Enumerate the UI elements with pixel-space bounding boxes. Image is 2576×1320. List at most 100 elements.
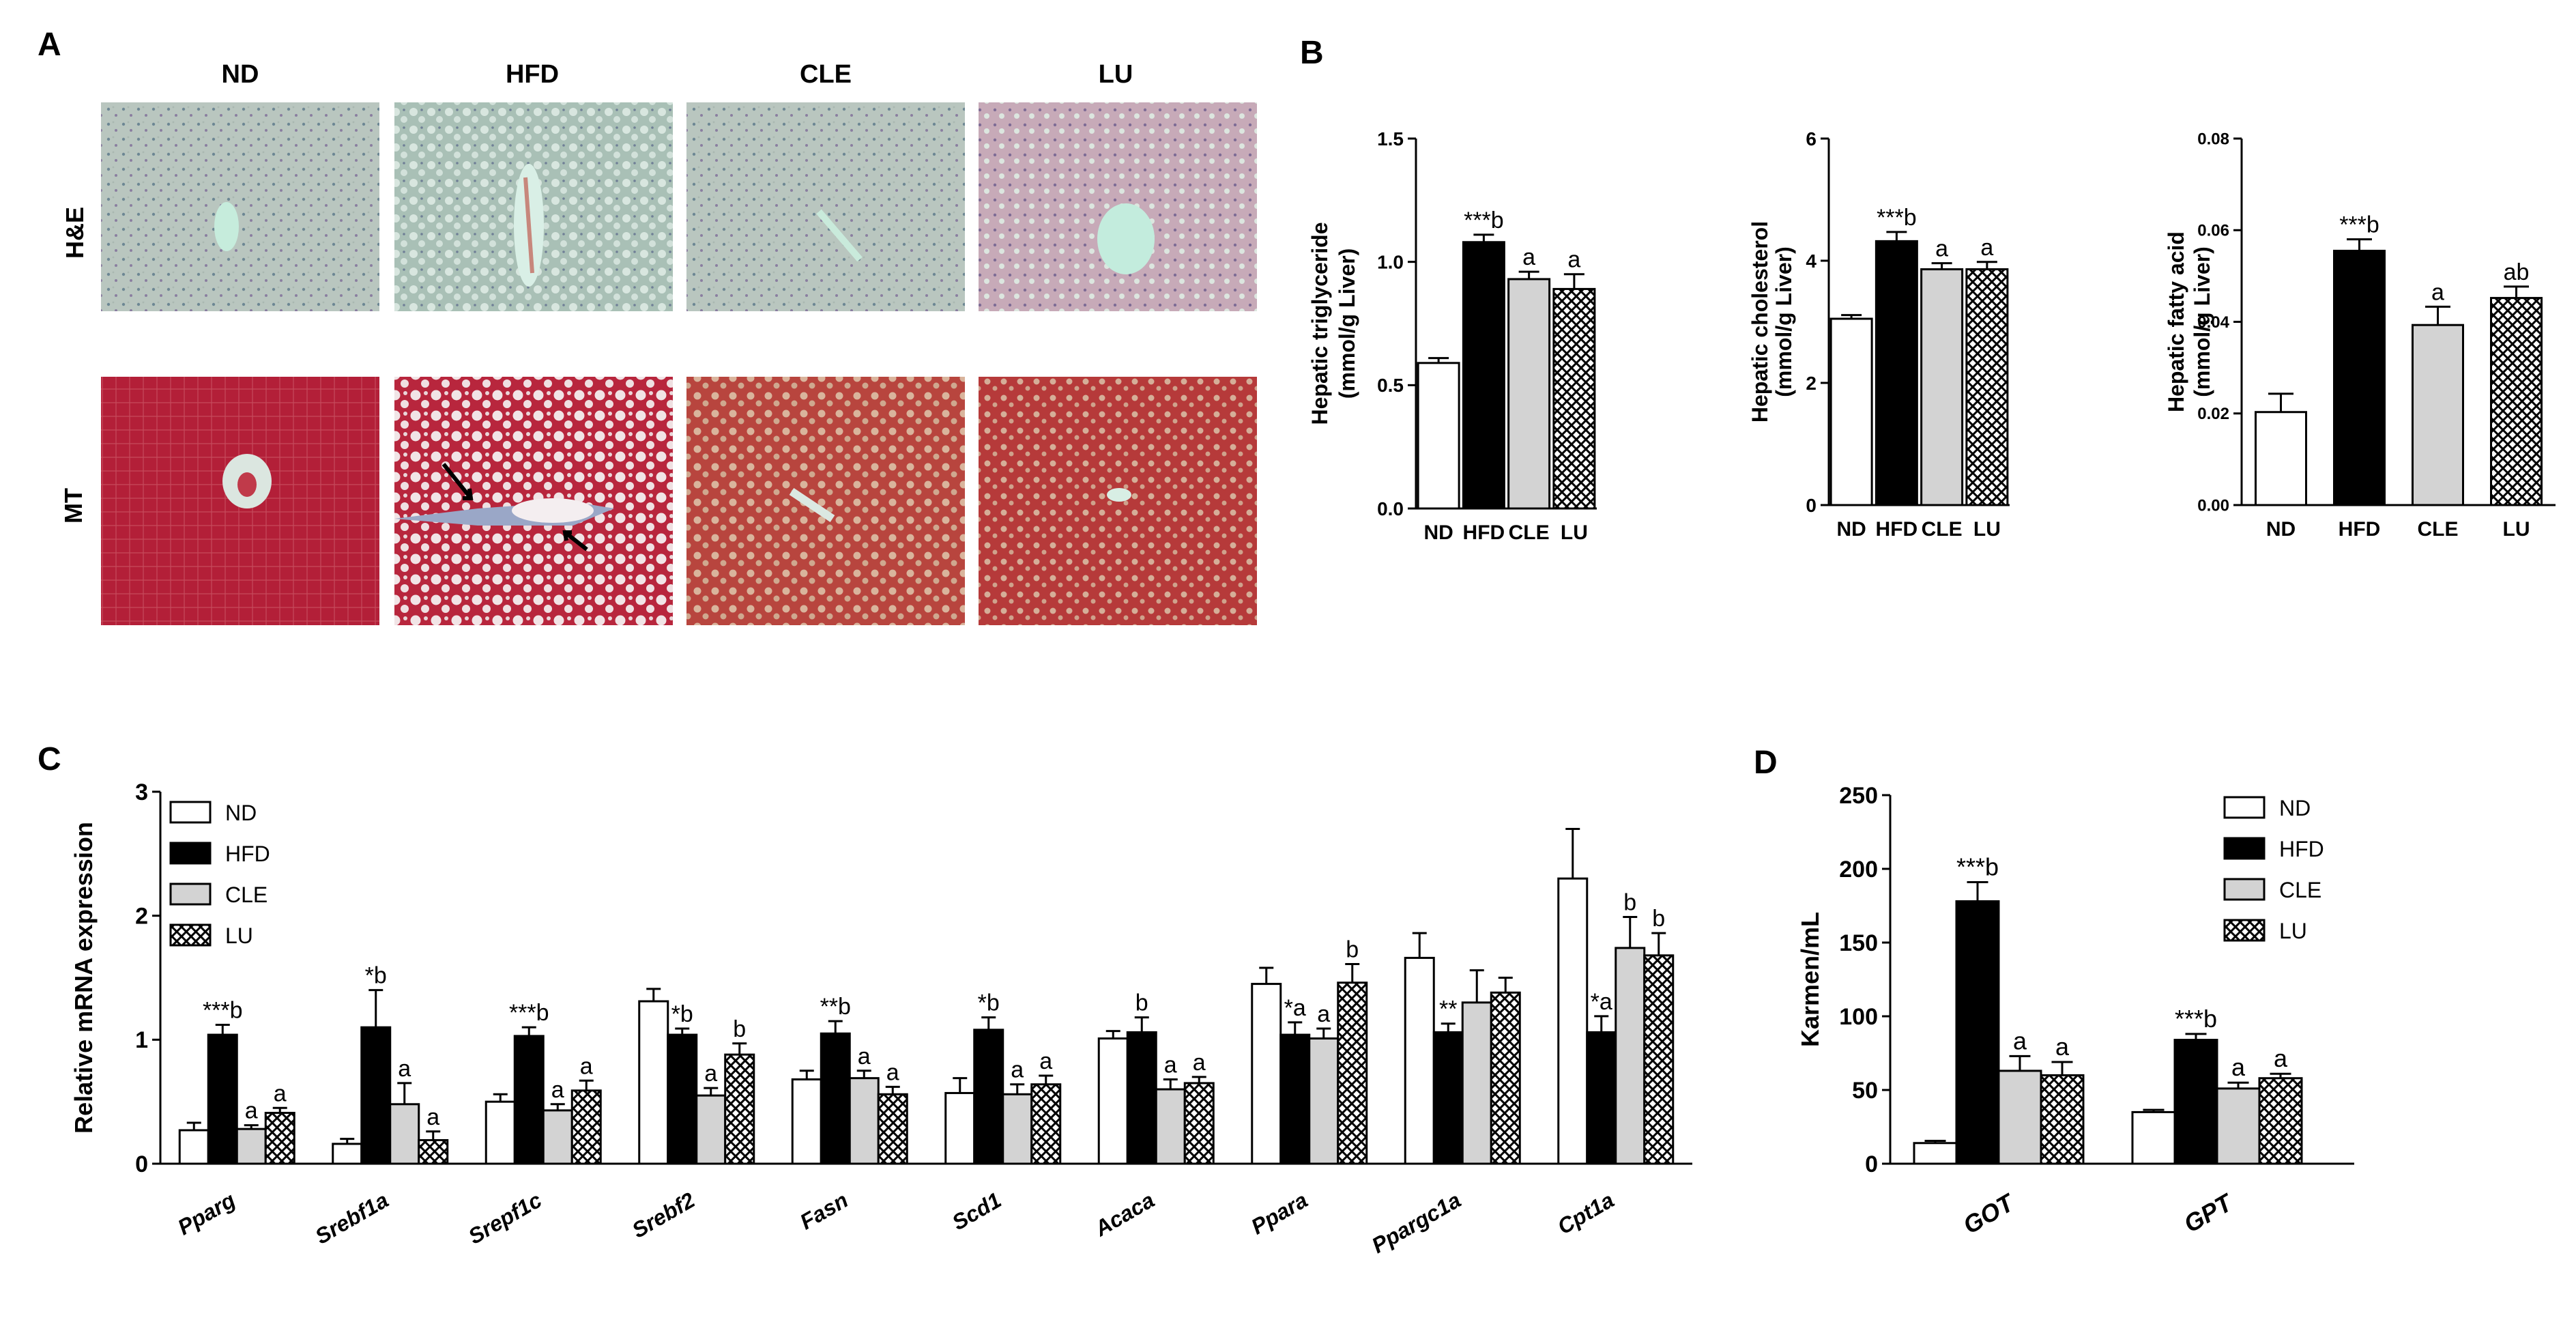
panel-letter-a: A (38, 27, 61, 63)
chart-mrna-fasn-hfd-bar (820, 1032, 851, 1165)
chart-chol-ytick-label-3: 6 (1806, 128, 1817, 149)
chart-mrna-scd1-lu-bar (1030, 1083, 1062, 1165)
chart-enzymes-legend-label-cle: CLE (2279, 878, 2321, 902)
chart-mrna-srebf2-cle-annotation: a (704, 1061, 717, 1087)
chart-mrna-cpt1a-cle-annotation: b (1623, 889, 1636, 915)
chart-mrna-pparg-nd-bar (178, 1129, 209, 1165)
chart-mrna-cpt1a-cle-bar (1615, 947, 1646, 1165)
panel-letter-b: B (1300, 35, 1324, 71)
chart-fa-xtick-label-2: CLE (2418, 518, 2459, 541)
chart-fa-cle-bar (2412, 324, 2464, 506)
chart-mrna-ppargc1a-nd-bar (1404, 956, 1435, 1165)
chart-chol-ytick-label-1: 2 (1806, 373, 1817, 394)
chart-mrna-srebf1a-lu-annotation: a (426, 1104, 439, 1130)
chart-fa-nd-bar (2255, 411, 2307, 506)
chart-mrna-srebf2-lu-annotation: b (733, 1016, 746, 1042)
chart-mrna-pparg-cle-bar (235, 1128, 267, 1165)
chart-mrna-xtick-label-4: Fasn (796, 1188, 852, 1235)
chart-mrna-srebf2-nd-bar (638, 1000, 669, 1165)
chart-enzymes-legend-swatch-nd (2223, 796, 2266, 819)
chart-mrna-acaca-lu-bar (1183, 1082, 1215, 1165)
chart-enzymes-got-cle-annotation: a (2013, 1027, 2027, 1054)
chart-mrna-cpt1a-lu-annotation: b (1652, 906, 1665, 932)
chart-mrna-pparg-cle-annotation: a (245, 1098, 258, 1124)
chart-mrna-xtick-label-7: Ppara (1247, 1188, 1312, 1239)
chart-enzymes-ylabel: Karmen/mL (1796, 912, 1824, 1047)
chart-mrna-ytick-label-1: 1 (135, 1027, 148, 1053)
histology-col-label-lu: LU (1098, 60, 1133, 89)
chart-mrna-ppargc1a-cle-bar (1461, 1001, 1492, 1165)
chart-enzymes-ytick-label-3: 150 (1839, 930, 1878, 956)
chart-mrna-srebf1a-nd-bar (332, 1143, 363, 1165)
chart-tg-lu-bar (1552, 287, 1596, 510)
chart-enzymes-got-nd-bar (1913, 1142, 1958, 1165)
chart-mrna-fasn-cle-annotation: a (858, 1044, 871, 1070)
chart-tg-xtick-label-1: HFD (1463, 521, 1505, 544)
chart-mrna-srepf1c-lu-annotation: a (580, 1053, 593, 1079)
chart-mrna-scd1-cle-annotation: a (1011, 1057, 1024, 1083)
chart-tg-cle-bar (1507, 278, 1551, 510)
micrograph-he-nd (101, 102, 379, 311)
chart-mrna-srebf1a-cle-bar (389, 1103, 420, 1165)
chart-mrna-srepf1c-hfd-bar (513, 1035, 545, 1165)
chart-tg-nd-bar (1417, 362, 1460, 510)
chart-mrna-scd1-nd-bar (944, 1091, 976, 1165)
chart-tg-hfd-bar (1462, 241, 1505, 510)
chart-tg-ytick-label-1: 0.5 (1377, 375, 1404, 396)
chart-fa-lu-bar (2490, 297, 2543, 506)
chart-mrna-scd1-lu-annotation: a (1039, 1048, 1052, 1074)
chart-mrna-legend-swatch-hfd (169, 842, 212, 865)
chart-fa-ytick-label-3: 0.06 (2197, 222, 2229, 240)
chart-mrna-fasn-nd-bar (791, 1078, 822, 1165)
chart-mrna-srebf2-hfd-annotation: *b (671, 1001, 693, 1027)
chart-mrna-pparg-hfd-annotation: ***b (203, 998, 243, 1024)
chart-enzymes-ytick-label-0: 0 (1865, 1151, 1878, 1177)
chart-mrna: 0123***baaPparg*baaSrebf1a***baaSrepf1c*… (70, 779, 1692, 1258)
chart-mrna-ppara-lu-annotation: b (1346, 937, 1359, 963)
chart-mrna-acaca-cle-bar (1155, 1088, 1186, 1165)
chart-fa-ytick-label-2: 0.04 (2197, 313, 2229, 332)
chart-enzymes-gpt-lu-annotation: a (2274, 1044, 2288, 1072)
chart-chol-xtick-label-3: LU (1973, 518, 2001, 541)
chart-mrna-legend-label-lu: LU (225, 923, 253, 948)
histology-col-label-cle: CLE (800, 60, 852, 89)
chart-mrna-srepf1c-cle-bar (542, 1109, 573, 1165)
chart-enzymes-legend-swatch-cle (2223, 878, 2266, 901)
chart-enzymes-ytick-label-5: 250 (1839, 783, 1878, 809)
chart-mrna-acaca-lu-annotation: a (1193, 1050, 1206, 1076)
chart-enzymes-gpt-hfd-bar (2173, 1039, 2218, 1165)
chart-tg-ylabel-line1: Hepatic triglyceride (1307, 223, 1332, 425)
chart-fa-ytick-label-1: 0.02 (2197, 405, 2229, 423)
chart-mrna-legend-label-cle: CLE (225, 883, 267, 907)
chart-mrna-fasn-lu-bar (877, 1093, 908, 1165)
chart-tg-ytick-label-2: 1.0 (1377, 251, 1404, 272)
chart-mrna-cpt1a-hfd-bar (1586, 1031, 1617, 1165)
chart-tg-hfd-annotation: ***b (1464, 207, 1504, 233)
chart-mrna-ppara-lu-bar (1337, 981, 1368, 1165)
chart-tg-xtick-label-2: CLE (1509, 521, 1550, 544)
chart-mrna-fasn-lu-annotation: a (886, 1059, 899, 1085)
chart-chol-xtick-label-2: CLE (1922, 518, 1963, 541)
chart-fa-cle-annotation: a (2431, 279, 2444, 305)
chart-fa-ylabel-line2: (mmol/g Liver) (2190, 246, 2214, 397)
chart-enzymes-legend-label-nd: ND (2279, 796, 2311, 820)
chart-mrna-fasn-hfd-annotation: **b (820, 994, 851, 1020)
chart-enzymes-legend-label-hfd: HFD (2279, 837, 2324, 861)
chart-mrna-srebf1a-lu-bar (418, 1138, 449, 1165)
chart-mrna-srebf2-hfd-bar (667, 1033, 698, 1165)
chart-chol-cle-annotation: a (1935, 236, 1948, 262)
chart-mrna-ppargc1a-hfd-annotation: ** (1439, 996, 1457, 1022)
chart-chol-ylabel-line2: (mmol/g Liver) (1771, 246, 1796, 397)
chart-fa-ytick-label-0: 0.00 (2197, 496, 2229, 515)
chart-mrna-xtick-label-9: Cpt1a (1553, 1188, 1618, 1239)
chart-mrna-acaca-nd-bar (1097, 1037, 1129, 1165)
chart-enzymes-gpt-hfd-annotation: ***b (2175, 1005, 2217, 1033)
histology-grid (101, 102, 1257, 625)
chart-mrna-xtick-label-3: Srebf2 (628, 1188, 699, 1243)
chart-chol-lu-bar (1965, 268, 2009, 506)
chart-enzymes-xtick-label-1: GPT (2179, 1188, 2238, 1238)
chart-mrna-ppara-cle-annotation: a (1317, 1001, 1330, 1027)
chart-enzymes-got-cle-bar (1997, 1070, 2042, 1165)
